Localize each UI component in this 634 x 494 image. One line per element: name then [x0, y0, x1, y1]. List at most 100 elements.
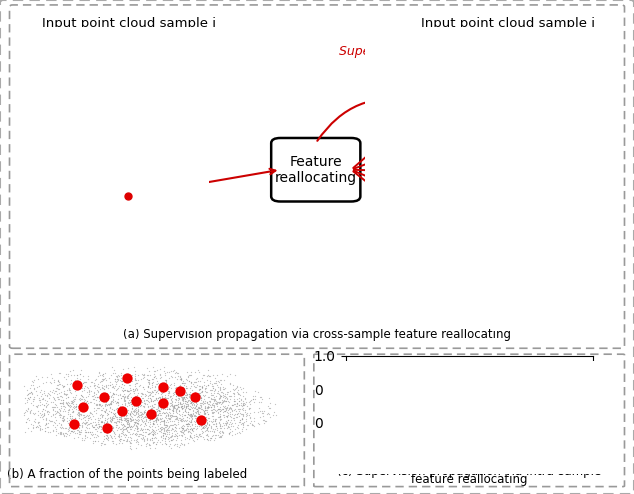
- Point: [97, 412, 107, 419]
- Point: [157, 423, 167, 431]
- Point: [221, 412, 231, 419]
- Point: [172, 409, 182, 417]
- Point: [137, 410, 147, 418]
- Point: [183, 397, 193, 405]
- Point: [148, 398, 158, 406]
- Point: [123, 423, 133, 431]
- Point: [49, 418, 60, 426]
- Point: [215, 407, 225, 414]
- Point: [200, 421, 210, 429]
- Point: [119, 392, 129, 400]
- Point: [200, 384, 210, 392]
- Point: [58, 412, 68, 420]
- Point: [37, 411, 47, 418]
- Point: [168, 425, 178, 433]
- Point: [131, 408, 141, 416]
- Point: [199, 381, 209, 389]
- Point: [209, 420, 219, 428]
- Point: [49, 395, 59, 403]
- Point: [259, 415, 269, 423]
- Point: [218, 385, 228, 393]
- Point: [117, 404, 127, 412]
- Point: [200, 398, 210, 406]
- Point: [148, 430, 158, 438]
- Point: [144, 388, 154, 396]
- Point: [178, 394, 188, 402]
- Point: [67, 405, 77, 412]
- Point: [197, 397, 207, 405]
- Point: [93, 424, 103, 432]
- Point: [155, 418, 165, 426]
- Point: [145, 415, 155, 423]
- Point: [70, 414, 80, 422]
- Point: [177, 401, 187, 409]
- Point: [77, 436, 87, 444]
- Point: [226, 404, 236, 412]
- Point: [93, 404, 103, 412]
- Point: [86, 387, 96, 395]
- Point: [41, 391, 51, 399]
- Point: [189, 424, 199, 432]
- Point: [162, 428, 172, 436]
- Point: [155, 394, 165, 402]
- Point: [209, 389, 219, 397]
- Point: [153, 400, 164, 408]
- Point: [172, 440, 183, 448]
- Point: [145, 394, 155, 402]
- Point: [144, 399, 154, 407]
- Point: [184, 435, 195, 443]
- Point: [162, 368, 172, 375]
- Point: [205, 436, 215, 444]
- Point: [219, 411, 229, 418]
- Point: [29, 417, 39, 425]
- Point: [152, 380, 162, 388]
- Point: [115, 415, 126, 423]
- Point: [32, 383, 42, 391]
- Point: [195, 389, 205, 397]
- Point: [174, 410, 184, 418]
- Point: [109, 391, 119, 399]
- Point: [78, 411, 88, 419]
- Point: [148, 388, 158, 396]
- Point: [197, 424, 207, 432]
- Point: [101, 431, 112, 439]
- Point: [197, 373, 207, 381]
- Point: [49, 423, 60, 431]
- Point: [238, 400, 248, 408]
- Point: [86, 378, 96, 386]
- Point: [32, 422, 42, 430]
- Point: [100, 374, 110, 382]
- Point: [213, 389, 223, 397]
- Point: [193, 404, 204, 412]
- Point: [148, 430, 158, 438]
- Point: [192, 405, 202, 412]
- Point: [190, 412, 200, 420]
- Point: [187, 398, 197, 406]
- Point: [141, 428, 151, 436]
- Point: [140, 413, 150, 421]
- Point: [114, 422, 124, 430]
- Point: [117, 374, 127, 382]
- Point: [68, 400, 78, 408]
- Point: [207, 386, 217, 394]
- Point: [74, 424, 84, 432]
- Point: [262, 410, 272, 418]
- Point: [247, 420, 257, 428]
- Point: [109, 410, 119, 418]
- Polygon shape: [377, 292, 487, 314]
- Point: [167, 405, 178, 413]
- Point: [224, 418, 235, 426]
- Point: [195, 376, 205, 384]
- Point: [23, 394, 33, 402]
- Point: [122, 416, 132, 424]
- Polygon shape: [31, 73, 58, 284]
- Point: [152, 414, 162, 422]
- Point: [202, 418, 212, 426]
- Point: [215, 412, 225, 420]
- Point: [169, 381, 179, 389]
- Point: [133, 400, 143, 408]
- Point: [218, 429, 228, 437]
- Point: [122, 423, 132, 431]
- Point: [65, 413, 75, 421]
- Point: [188, 406, 198, 414]
